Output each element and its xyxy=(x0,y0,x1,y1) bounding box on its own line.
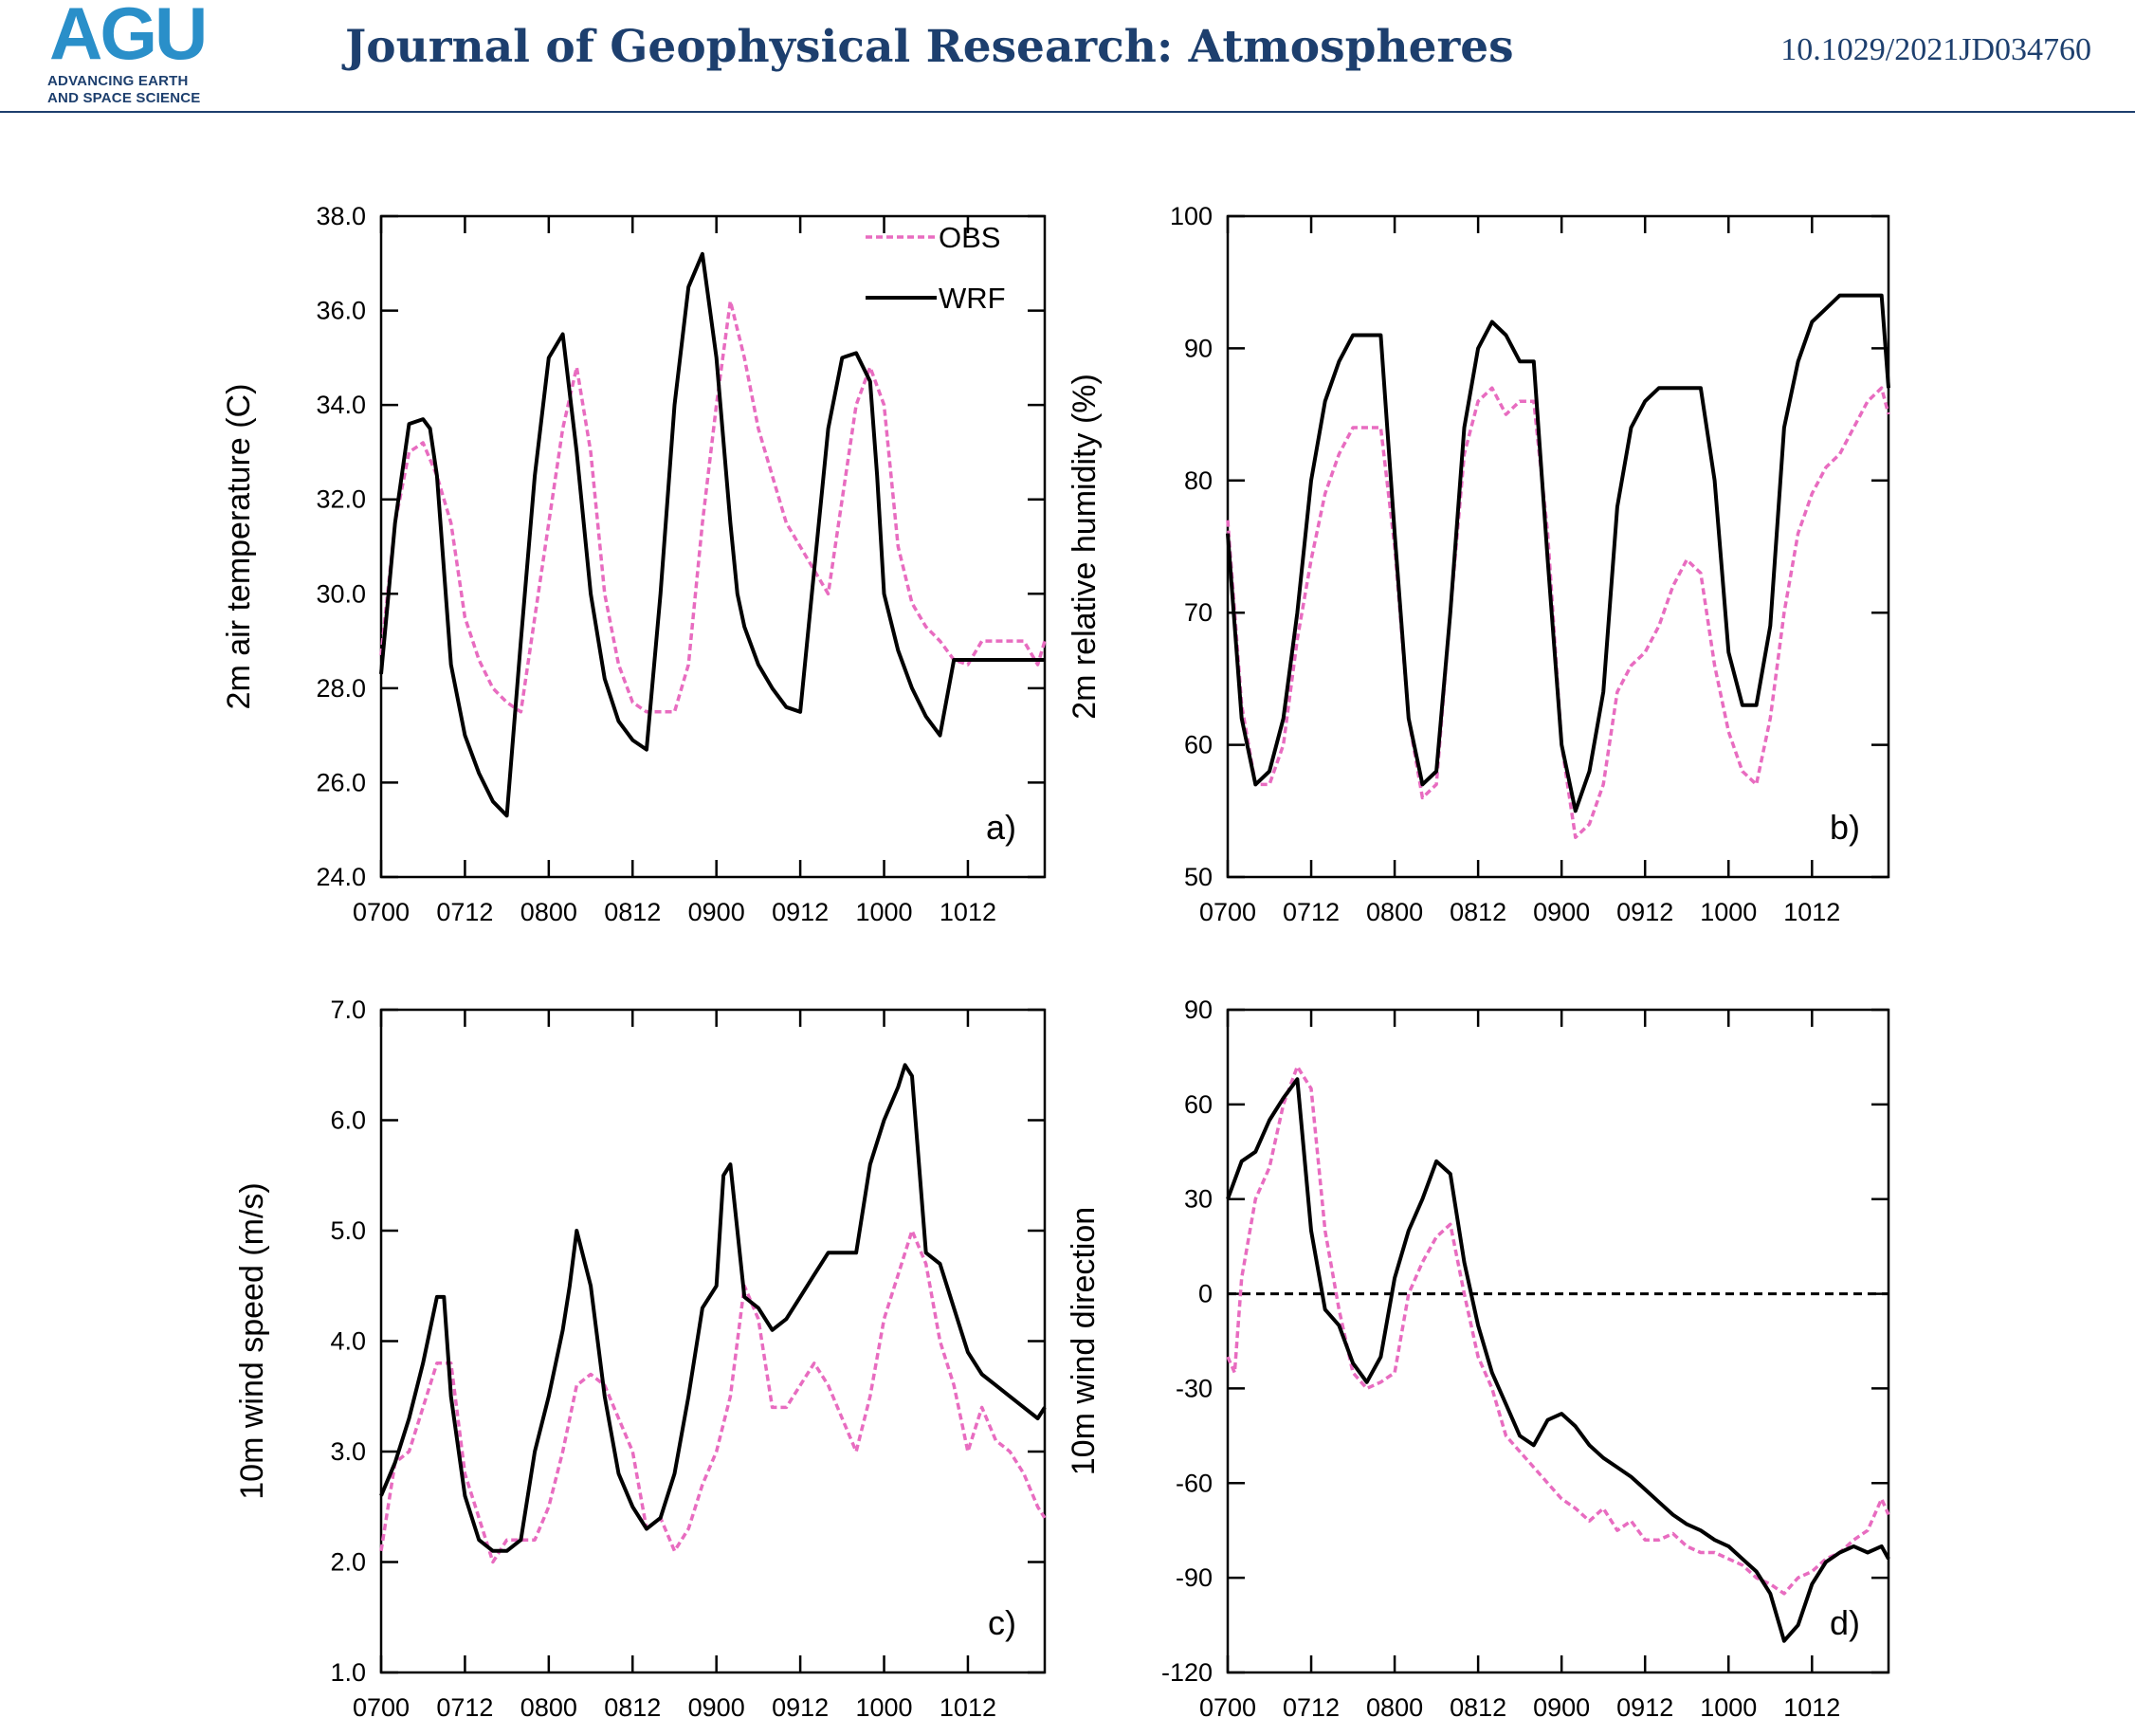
legend-obs-label: OBS xyxy=(939,221,1000,254)
doi-text: 10.1029/2021JD034760 xyxy=(1780,32,2091,67)
y-tick-label: 90 xyxy=(1184,996,1213,1024)
chart-panel-b: 0700 0712 0800 0812 0900 0912 1000 1012 50 60 70 80… xyxy=(1067,202,1890,926)
y-axis-title: 10m wind direction xyxy=(1066,1207,1102,1475)
y-tick-label: 7.0 xyxy=(330,996,366,1024)
x-tick-label: 0712 xyxy=(1283,1693,1340,1722)
x-tick-label: 0900 xyxy=(1533,1693,1590,1722)
x-tick-label: 0812 xyxy=(1450,1693,1506,1722)
x-tick-label: 0800 xyxy=(1366,1693,1423,1722)
y-axis-title: 2m air temperature (C) xyxy=(221,384,257,710)
x-tick-label: 0700 xyxy=(353,1693,410,1722)
y-tick-label: 70 xyxy=(1184,598,1213,627)
y-tick-label: 1.0 xyxy=(330,1658,366,1687)
x-tick-label: 0812 xyxy=(604,898,661,926)
y-tick-label: 30 xyxy=(1184,1185,1213,1214)
chart-panel-c: 0700 0712 0800 0812 0900 0912 1000 1012 1.0 2.0 3.… xyxy=(234,996,1047,1722)
x-tick-label: 1012 xyxy=(1783,898,1840,926)
y-tick-label: 3.0 xyxy=(330,1437,366,1466)
plot-frame xyxy=(1226,1008,1890,1674)
y-axis-title: 10m wind speed (m/s) xyxy=(234,1182,270,1499)
x-tick-label: 1012 xyxy=(940,898,996,926)
panel-label: a) xyxy=(986,808,1016,847)
obs-series-line xyxy=(1226,1065,1890,1596)
x-tick-label: 0700 xyxy=(1199,898,1256,926)
x-tick-label: 0900 xyxy=(688,898,745,926)
x-tick-label: 1012 xyxy=(940,1693,996,1722)
x-tick-label: 0712 xyxy=(436,1693,493,1722)
agu-logo-tagline-1: ADVANCING EARTH xyxy=(47,73,189,89)
legend-wrf-label: WRF xyxy=(939,282,1006,315)
y-tick-label: 2.0 xyxy=(330,1548,366,1577)
x-tick-label: 1000 xyxy=(855,898,912,926)
journal-header: AGU ADVANCING EARTH AND SPACE SCIENCE Jo… xyxy=(0,0,2135,113)
y-tick-label: 38.0 xyxy=(316,202,366,230)
x-tick-label: 0912 xyxy=(772,898,829,926)
y-tick-label: 50 xyxy=(1184,863,1213,891)
x-tick-label: 0712 xyxy=(436,898,493,926)
x-tick-label: 0700 xyxy=(353,898,410,926)
obs-series-line xyxy=(1226,386,1890,839)
x-tick-label: 0912 xyxy=(772,1693,829,1722)
y-tick-label: 80 xyxy=(1184,466,1213,495)
y-tick-label: 28.0 xyxy=(316,674,366,703)
obs-series-line xyxy=(379,299,1047,714)
wrf-series-line xyxy=(379,251,1045,818)
y-tick-label: 100 xyxy=(1170,202,1213,230)
y-tick-label: 5.0 xyxy=(330,1216,366,1245)
y-tick-label: 26.0 xyxy=(316,768,366,796)
y-tick-label: -60 xyxy=(1176,1469,1213,1497)
y-tick-label: 32.0 xyxy=(316,485,366,514)
x-tick-label: 0800 xyxy=(520,1693,577,1722)
x-tick-label: 0912 xyxy=(1616,898,1673,926)
x-tick-label: 1012 xyxy=(1783,1693,1840,1722)
x-tick-label: 0800 xyxy=(1366,898,1423,926)
agu-logo-tagline-2: AND SPACE SCIENCE xyxy=(47,90,201,106)
chart-panel-d: 0700 0712 0800 0812 0900 0912 1000 1012 -120 -90 -… xyxy=(1066,996,1890,1722)
y-tick-label: 0 xyxy=(1198,1280,1213,1308)
x-tick-label: 0912 xyxy=(1616,1693,1673,1722)
panel-label: d) xyxy=(1830,1603,1860,1642)
y-tick-label: 24.0 xyxy=(316,863,366,891)
obs-series-line xyxy=(379,1229,1047,1564)
panel-label: b) xyxy=(1830,808,1860,847)
wrf-series-line xyxy=(1226,293,1890,813)
wrf-series-line xyxy=(379,1063,1047,1553)
x-tick-label: 0900 xyxy=(688,1693,745,1722)
wrf-series-line xyxy=(1226,1077,1890,1643)
header-divider xyxy=(0,111,2135,113)
y-tick-label: 4.0 xyxy=(330,1327,366,1356)
y-tick-label: -120 xyxy=(1161,1658,1213,1687)
x-tick-label: 0800 xyxy=(520,898,577,926)
y-tick-label: 90 xyxy=(1184,334,1213,362)
plot-frame xyxy=(379,1008,1047,1674)
y-tick-label: 36.0 xyxy=(316,297,366,325)
x-tick-label: 0812 xyxy=(1450,898,1506,926)
y-axis-title: 2m relative humidity (%) xyxy=(1067,374,1103,720)
x-tick-label: 0712 xyxy=(1283,898,1340,926)
chart-panel-a: 0700 0712 0800 0812 0900 0912 1000 1012 24.0 26.0… xyxy=(221,202,1047,926)
x-tick-label: 1000 xyxy=(855,1693,912,1722)
agu-logo-text: AGU xyxy=(49,0,208,75)
y-tick-label: 60 xyxy=(1184,731,1213,759)
x-tick-label: 0900 xyxy=(1533,898,1590,926)
agu-logo: AGU ADVANCING EARTH AND SPACE SCIENCE xyxy=(23,0,212,106)
y-tick-label: 60 xyxy=(1184,1090,1213,1119)
y-tick-label: 34.0 xyxy=(316,391,366,419)
plot-frame xyxy=(379,214,1047,879)
journal-title: Journal of Geophysical Research: Atmosph… xyxy=(345,21,1514,73)
y-tick-label: 6.0 xyxy=(330,1106,366,1135)
panel-label: c) xyxy=(988,1603,1016,1642)
y-tick-label: -90 xyxy=(1176,1563,1213,1592)
y-tick-label: 30.0 xyxy=(316,579,366,608)
y-tick-label: -30 xyxy=(1176,1374,1213,1402)
x-tick-label: 0812 xyxy=(604,1693,661,1722)
x-tick-label: 0700 xyxy=(1199,1693,1256,1722)
x-tick-label: 1000 xyxy=(1700,898,1757,926)
x-tick-label: 1000 xyxy=(1700,1693,1757,1722)
plot-frame xyxy=(1226,214,1890,879)
